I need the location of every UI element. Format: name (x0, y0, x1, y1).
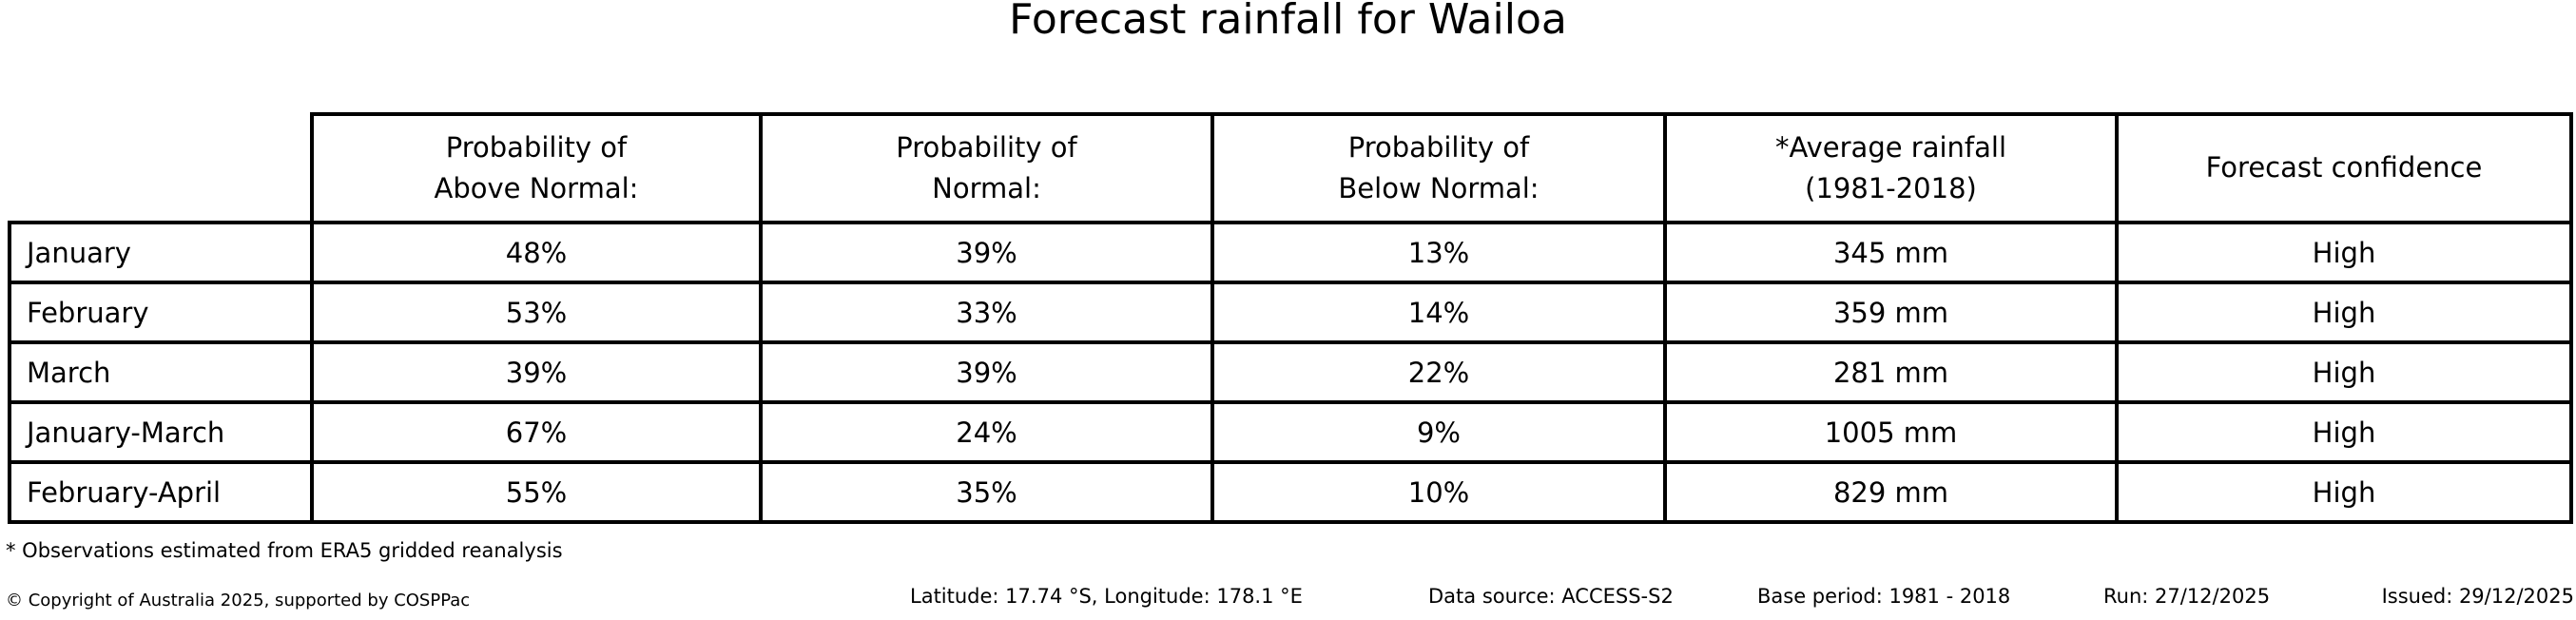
header-forecast-confidence: Forecast confidence (2115, 112, 2573, 224)
row-label: February (8, 281, 314, 344)
cell-above-normal: 67% (310, 400, 763, 464)
table-row: January-March 67% 24% 9% 1005 mm High (8, 400, 2573, 464)
lat-lon-label: Latitude: 17.74 °S, Longitude: 178.1 °E (910, 585, 1303, 608)
table-row: February-April 55% 35% 10% 829 mm High (8, 460, 2573, 524)
cell-below-normal: 9% (1211, 400, 1667, 464)
header-average-rainfall: *Average rainfall (1981-2018) (1663, 112, 2119, 224)
cell-confidence: High (2115, 281, 2573, 344)
cell-average-rainfall: 359 mm (1663, 281, 2119, 344)
cell-below-normal: 10% (1211, 460, 1667, 524)
cell-average-rainfall: 829 mm (1663, 460, 2119, 524)
cell-normal: 39% (759, 221, 1214, 284)
forecast-table: Probability of Above Normal: Probability… (8, 112, 2573, 524)
header-below-normal: Probability of Below Normal: (1211, 112, 1667, 224)
corner-cell (10, 114, 312, 223)
cell-above-normal: 48% (310, 221, 763, 284)
cell-normal: 35% (759, 460, 1214, 524)
run-date-label: Run: 27/12/2025 (2103, 585, 2271, 608)
cell-below-normal: 13% (1211, 221, 1667, 284)
cell-normal: 39% (759, 340, 1214, 404)
cell-confidence: High (2115, 340, 2573, 404)
issued-date-label: Issued: 29/12/2025 (2381, 585, 2574, 608)
cell-confidence: High (2115, 400, 2573, 464)
cell-below-normal: 22% (1211, 340, 1667, 404)
row-label: March (8, 340, 314, 404)
cell-below-normal: 14% (1211, 281, 1667, 344)
cell-confidence: High (2115, 460, 2573, 524)
cell-above-normal: 53% (310, 281, 763, 344)
table-row: January 48% 39% 13% 345 mm High (8, 221, 2573, 284)
cell-above-normal: 39% (310, 340, 763, 404)
table-row: February 53% 33% 14% 359 mm High (8, 281, 2573, 344)
data-source-label: Data source: ACCESS-S2 (1428, 585, 1674, 608)
cell-normal: 33% (759, 281, 1214, 344)
row-label: January-March (8, 400, 314, 464)
cell-average-rainfall: 345 mm (1663, 221, 2119, 284)
page-title: Forecast rainfall for Wailoa (1009, 0, 1567, 44)
cell-average-rainfall: 1005 mm (1663, 400, 2119, 464)
cell-confidence: High (2115, 221, 2573, 284)
cell-normal: 24% (759, 400, 1214, 464)
header-row: Probability of Above Normal: Probability… (10, 112, 2573, 224)
table-row: March 39% 39% 22% 281 mm High (8, 340, 2573, 404)
row-label: January (8, 221, 314, 284)
cell-above-normal: 55% (310, 460, 763, 524)
header-normal: Probability of Normal: (759, 112, 1214, 224)
header-above-normal: Probability of Above Normal: (310, 112, 763, 224)
cell-average-rainfall: 281 mm (1663, 340, 2119, 404)
base-period-label: Base period: 1981 - 2018 (1757, 585, 2011, 608)
row-label: February-April (8, 460, 314, 524)
era5-footnote: * Observations estimated from ERA5 gridd… (6, 539, 563, 562)
copyright-notice: © Copyright of Australia 2025, supported… (6, 591, 471, 610)
